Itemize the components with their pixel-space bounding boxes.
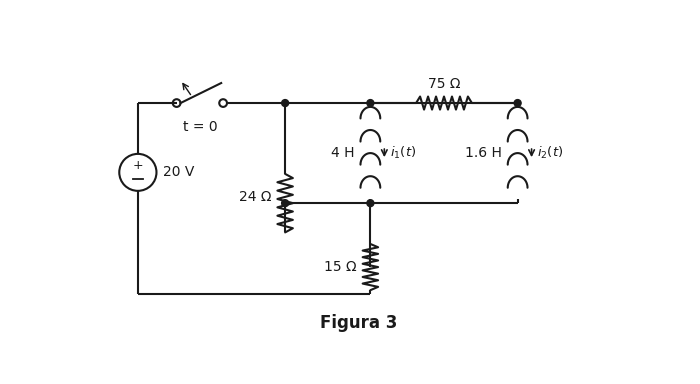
Text: 24 Ω: 24 Ω <box>239 190 271 204</box>
Text: Figura 3: Figura 3 <box>320 314 398 332</box>
Text: 20 V: 20 V <box>162 166 194 179</box>
Circle shape <box>281 200 288 207</box>
Text: t = 0: t = 0 <box>183 120 217 134</box>
Circle shape <box>514 99 521 106</box>
Circle shape <box>367 99 374 106</box>
Text: 15 Ω: 15 Ω <box>324 260 356 274</box>
Circle shape <box>367 200 374 207</box>
Text: +: + <box>132 159 144 172</box>
Text: 4 H: 4 H <box>331 146 355 160</box>
Circle shape <box>281 99 288 106</box>
Text: $i_2(t)$: $i_2(t)$ <box>537 145 564 161</box>
Text: $i_1(t)$: $i_1(t)$ <box>390 145 416 161</box>
Text: 75 Ω: 75 Ω <box>428 77 461 91</box>
Text: 1.6 H: 1.6 H <box>466 146 502 160</box>
